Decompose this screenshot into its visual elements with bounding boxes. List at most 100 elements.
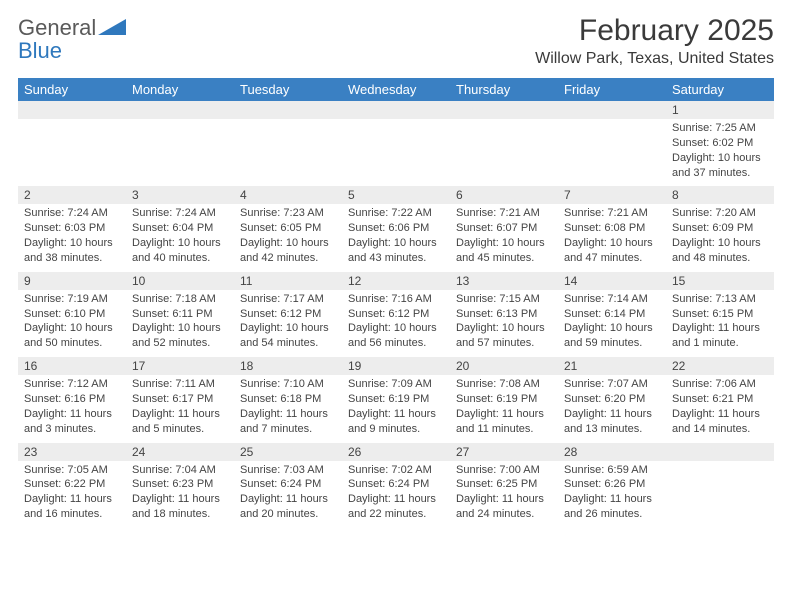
sunset-text: Sunset: 6:08 PM (564, 221, 660, 236)
day-number: 28 (558, 443, 666, 461)
weekday-label: Sunday (18, 78, 126, 101)
sunrise-text: Sunrise: 7:16 AM (348, 292, 444, 307)
daylight-text: Daylight: 11 hours and 11 minutes. (456, 407, 552, 437)
sunrise-text: Sunrise: 7:06 AM (672, 377, 768, 392)
day-number: 20 (450, 357, 558, 375)
day-cell: Sunrise: 7:00 AMSunset: 6:25 PMDaylight:… (450, 461, 558, 528)
day-number: 23 (18, 443, 126, 461)
day-cell: Sunrise: 7:02 AMSunset: 6:24 PMDaylight:… (342, 461, 450, 528)
sunrise-text: Sunrise: 7:08 AM (456, 377, 552, 392)
day-number: 9 (18, 272, 126, 290)
sunrise-text: Sunrise: 7:21 AM (456, 206, 552, 221)
daylight-text: Daylight: 10 hours and 52 minutes. (132, 321, 228, 351)
sunrise-text: Sunrise: 7:25 AM (672, 121, 768, 136)
day-number (234, 101, 342, 119)
weekday-label: Friday (558, 78, 666, 101)
daylight-text: Daylight: 11 hours and 20 minutes. (240, 492, 336, 522)
day-cell (234, 119, 342, 186)
day-cell: Sunrise: 7:22 AMSunset: 6:06 PMDaylight:… (342, 204, 450, 271)
day-cell: Sunrise: 7:18 AMSunset: 6:11 PMDaylight:… (126, 290, 234, 357)
day-number: 10 (126, 272, 234, 290)
sunrise-text: Sunrise: 7:13 AM (672, 292, 768, 307)
logo: General Blue (18, 14, 126, 62)
weekday-header-row: Sunday Monday Tuesday Wednesday Thursday… (18, 78, 774, 101)
daylight-text: Daylight: 10 hours and 48 minutes. (672, 236, 768, 266)
day-cell: Sunrise: 7:05 AMSunset: 6:22 PMDaylight:… (18, 461, 126, 528)
page-header: General Blue February 2025 Willow Park, … (18, 14, 774, 68)
day-cell: Sunrise: 7:07 AMSunset: 6:20 PMDaylight:… (558, 375, 666, 442)
week-row: Sunrise: 7:05 AMSunset: 6:22 PMDaylight:… (18, 461, 774, 528)
day-cell: Sunrise: 7:24 AMSunset: 6:04 PMDaylight:… (126, 204, 234, 271)
day-cell: Sunrise: 7:06 AMSunset: 6:21 PMDaylight:… (666, 375, 774, 442)
sunset-text: Sunset: 6:10 PM (24, 307, 120, 322)
sunset-text: Sunset: 6:14 PM (564, 307, 660, 322)
sunrise-text: Sunrise: 7:19 AM (24, 292, 120, 307)
daylight-text: Daylight: 10 hours and 42 minutes. (240, 236, 336, 266)
day-cell (666, 461, 774, 528)
month-title: February 2025 (535, 14, 774, 48)
sunset-text: Sunset: 6:19 PM (456, 392, 552, 407)
week-row: Sunrise: 7:25 AMSunset: 6:02 PMDaylight:… (18, 119, 774, 186)
day-cell: Sunrise: 7:15 AMSunset: 6:13 PMDaylight:… (450, 290, 558, 357)
week-row: Sunrise: 7:24 AMSunset: 6:03 PMDaylight:… (18, 204, 774, 271)
day-cell: Sunrise: 7:14 AMSunset: 6:14 PMDaylight:… (558, 290, 666, 357)
daylight-text: Daylight: 10 hours and 38 minutes. (24, 236, 120, 266)
day-number (666, 443, 774, 461)
sunset-text: Sunset: 6:03 PM (24, 221, 120, 236)
sunset-text: Sunset: 6:18 PM (240, 392, 336, 407)
sunrise-text: Sunrise: 7:15 AM (456, 292, 552, 307)
daylight-text: Daylight: 11 hours and 13 minutes. (564, 407, 660, 437)
sunrise-text: Sunrise: 7:18 AM (132, 292, 228, 307)
sunrise-text: Sunrise: 7:09 AM (348, 377, 444, 392)
day-number-row: 1 (18, 101, 774, 119)
daylight-text: Daylight: 10 hours and 59 minutes. (564, 321, 660, 351)
day-number: 16 (18, 357, 126, 375)
day-cell: Sunrise: 6:59 AMSunset: 6:26 PMDaylight:… (558, 461, 666, 528)
sunrise-text: Sunrise: 7:23 AM (240, 206, 336, 221)
day-number: 11 (234, 272, 342, 290)
weekday-label: Saturday (666, 78, 774, 101)
day-number (126, 101, 234, 119)
day-cell (450, 119, 558, 186)
daylight-text: Daylight: 11 hours and 14 minutes. (672, 407, 768, 437)
sunrise-text: Sunrise: 7:17 AM (240, 292, 336, 307)
sunrise-text: Sunrise: 7:24 AM (24, 206, 120, 221)
day-cell: Sunrise: 7:21 AMSunset: 6:07 PMDaylight:… (450, 204, 558, 271)
day-number: 7 (558, 186, 666, 204)
sunset-text: Sunset: 6:04 PM (132, 221, 228, 236)
day-number: 19 (342, 357, 450, 375)
sunrise-text: Sunrise: 7:14 AM (564, 292, 660, 307)
daylight-text: Daylight: 11 hours and 16 minutes. (24, 492, 120, 522)
sunrise-text: Sunrise: 7:10 AM (240, 377, 336, 392)
day-cell: Sunrise: 7:21 AMSunset: 6:08 PMDaylight:… (558, 204, 666, 271)
day-number (18, 101, 126, 119)
day-number: 22 (666, 357, 774, 375)
day-cell (342, 119, 450, 186)
location-text: Willow Park, Texas, United States (535, 50, 774, 68)
weekday-label: Tuesday (234, 78, 342, 101)
daylight-text: Daylight: 10 hours and 56 minutes. (348, 321, 444, 351)
day-cell: Sunrise: 7:20 AMSunset: 6:09 PMDaylight:… (666, 204, 774, 271)
daylight-text: Daylight: 10 hours and 57 minutes. (456, 321, 552, 351)
day-number: 21 (558, 357, 666, 375)
sunrise-text: Sunrise: 7:21 AM (564, 206, 660, 221)
sunrise-text: Sunrise: 7:07 AM (564, 377, 660, 392)
sunrise-text: Sunrise: 7:02 AM (348, 463, 444, 478)
day-number (450, 101, 558, 119)
sunset-text: Sunset: 6:12 PM (240, 307, 336, 322)
day-number: 12 (342, 272, 450, 290)
day-cell (558, 119, 666, 186)
day-cell: Sunrise: 7:10 AMSunset: 6:18 PMDaylight:… (234, 375, 342, 442)
daylight-text: Daylight: 10 hours and 45 minutes. (456, 236, 552, 266)
daylight-text: Daylight: 11 hours and 24 minutes. (456, 492, 552, 522)
daylight-text: Daylight: 10 hours and 54 minutes. (240, 321, 336, 351)
logo-word2: Blue (18, 38, 62, 63)
calendar-grid: Sunday Monday Tuesday Wednesday Thursday… (18, 78, 774, 528)
day-number: 14 (558, 272, 666, 290)
day-cell: Sunrise: 7:08 AMSunset: 6:19 PMDaylight:… (450, 375, 558, 442)
daylight-text: Daylight: 11 hours and 26 minutes. (564, 492, 660, 522)
daylight-text: Daylight: 11 hours and 7 minutes. (240, 407, 336, 437)
day-number: 8 (666, 186, 774, 204)
sunset-text: Sunset: 6:07 PM (456, 221, 552, 236)
sunset-text: Sunset: 6:26 PM (564, 477, 660, 492)
